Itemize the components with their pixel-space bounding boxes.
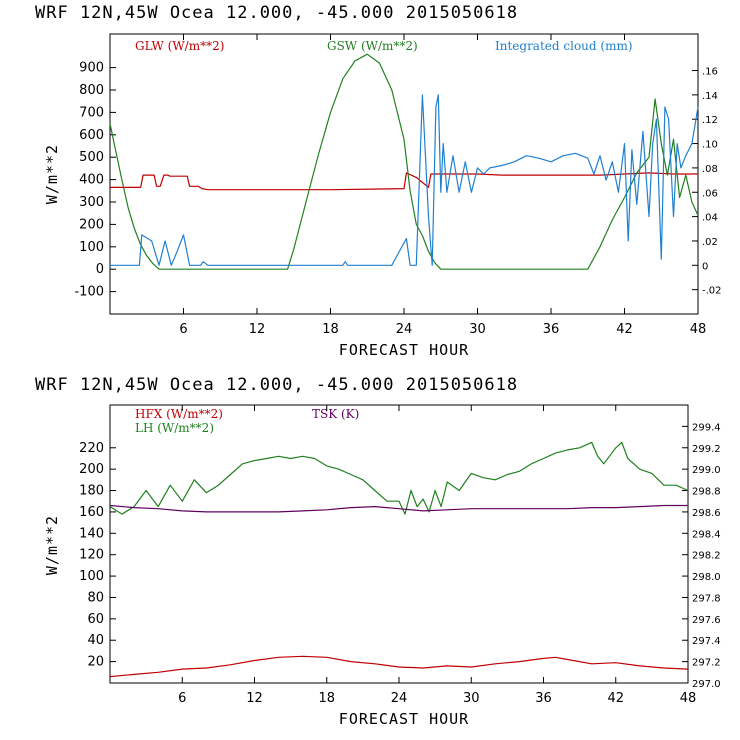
y-tick-label: 180 bbox=[79, 484, 104, 499]
y-tick-label: 120 bbox=[79, 548, 104, 563]
x-tick-label: 18 bbox=[322, 322, 339, 337]
y2-tick-label: 298.0 bbox=[692, 572, 721, 583]
panel-1: WRF 12N,45W Ocea 12.000, -45.000 2015050… bbox=[35, 3, 722, 359]
y2-tick-label: 299.2 bbox=[692, 444, 721, 455]
panel-2-legend-lh: LH (W/m**2) bbox=[135, 421, 214, 435]
y2-tick-label: 0 bbox=[702, 261, 708, 272]
panel-2-header: WRF 12N,45W Ocea 12.000, -45.000 2015050… bbox=[35, 375, 518, 395]
series-line-integrated bbox=[110, 94, 699, 266]
y-tick-label: 600 bbox=[79, 128, 104, 143]
y-tick-label: 60 bbox=[87, 612, 104, 627]
y2-tick-label: .12 bbox=[702, 115, 718, 126]
panel-2-x-label: FORECAST HOUR bbox=[339, 710, 469, 728]
y-tick-label: 900 bbox=[79, 61, 104, 76]
y2-tick-label: -.02 bbox=[702, 286, 722, 297]
y2-tick-label: 298.4 bbox=[692, 529, 721, 540]
x-tick-label: 42 bbox=[616, 322, 633, 337]
y-tick-label: 40 bbox=[87, 633, 104, 648]
panel-1-y-label: W/m**2 bbox=[43, 144, 61, 204]
y2-tick-label: .10 bbox=[702, 140, 718, 151]
y2-tick-label: 297.2 bbox=[692, 658, 721, 669]
x-tick-label: 48 bbox=[680, 691, 697, 706]
series-line-lh bbox=[109, 441, 689, 515]
y-tick-label: 200 bbox=[79, 217, 104, 232]
panel-2-series bbox=[109, 441, 689, 678]
y2-tick-label: .06 bbox=[702, 188, 718, 199]
y-tick-label: 80 bbox=[87, 590, 104, 605]
x-tick-label: 36 bbox=[543, 322, 560, 337]
panel-2-plot-frame bbox=[109, 404, 689, 684]
y-tick-label: -100 bbox=[74, 285, 104, 300]
y-tick-label: 800 bbox=[79, 83, 104, 98]
y2-tick-label: 297.4 bbox=[692, 636, 721, 647]
y2-tick-label: 298.6 bbox=[692, 508, 721, 519]
y2-tick-label: 298.2 bbox=[692, 551, 721, 562]
y2-tick-label: 299.0 bbox=[692, 465, 721, 476]
panel-2-legend-hfx: HFX (W/m**2) bbox=[135, 407, 223, 421]
panel-2-ticks: 6 12 18 24 30 36 42 48 20 40 60 80 100 120 140 160 180 20… bbox=[79, 405, 721, 706]
y-tick-label: 200 bbox=[79, 462, 104, 477]
x-tick-label: 6 bbox=[179, 322, 187, 337]
y2-tick-label: .02 bbox=[702, 237, 718, 248]
x-tick-label: 18 bbox=[318, 691, 335, 706]
y-tick-label: 20 bbox=[87, 655, 104, 670]
y2-tick-label: .14 bbox=[702, 91, 718, 102]
y-tick-label: 140 bbox=[79, 526, 104, 541]
y2-tick-label: .16 bbox=[702, 67, 718, 78]
y2-tick-label: .04 bbox=[702, 213, 718, 224]
x-tick-label: 12 bbox=[246, 691, 263, 706]
y-tick-label: 100 bbox=[79, 569, 104, 584]
y2-tick-label: 299.4 bbox=[692, 422, 721, 433]
panel-2-legend-tsk: TSK (K) bbox=[312, 407, 359, 421]
panel-1-plot-frame bbox=[109, 33, 699, 315]
x-tick-label: 12 bbox=[249, 322, 266, 337]
series-line-gsw bbox=[109, 53, 699, 270]
panel-2-y-label: W/m**2 bbox=[43, 515, 61, 575]
x-tick-label: 30 bbox=[469, 322, 486, 337]
y2-tick-label: .08 bbox=[702, 164, 718, 175]
panel-1-legend-glw: GLW (W/m**2) bbox=[135, 39, 224, 53]
y2-tick-label: 298.8 bbox=[692, 487, 721, 498]
x-tick-label: 48 bbox=[690, 322, 707, 337]
panel-1-header: WRF 12N,45W Ocea 12.000, -45.000 2015050… bbox=[35, 3, 518, 23]
y2-tick-label: 297.0 bbox=[692, 679, 721, 690]
x-tick-label: 42 bbox=[607, 691, 624, 706]
panel-1-legend-cloud: Integrated cloud (mm) bbox=[495, 39, 633, 53]
y-tick-label: 0 bbox=[96, 262, 104, 277]
panel-1-series bbox=[109, 53, 699, 270]
series-line-glw bbox=[110, 172, 698, 191]
x-tick-label: 36 bbox=[535, 691, 552, 706]
y-tick-label: 220 bbox=[79, 441, 104, 456]
panel-1-ticks: 6 12 18 24 30 36 42 48 -100 0 100 200 300 400 500 600 70… bbox=[74, 34, 722, 337]
series-line-hfx bbox=[109, 655, 689, 678]
x-tick-label: 30 bbox=[463, 691, 480, 706]
x-tick-label: 6 bbox=[178, 691, 186, 706]
panel-1-x-label: FORECAST HOUR bbox=[339, 341, 469, 359]
y-tick-label: 500 bbox=[79, 150, 104, 165]
y-tick-label: 700 bbox=[79, 105, 104, 120]
panel-1-legend-gsw: GSW (W/m**2) bbox=[327, 39, 418, 53]
y-tick-label: 300 bbox=[79, 195, 104, 210]
y-tick-label: 400 bbox=[79, 173, 104, 188]
panel-2: WRF 12N,45W Ocea 12.000, -45.000 2015050… bbox=[35, 375, 721, 728]
y-tick-label: 100 bbox=[79, 240, 104, 255]
y2-tick-label: 297.6 bbox=[692, 615, 721, 626]
series-line-tsk bbox=[109, 504, 688, 513]
x-tick-label: 24 bbox=[391, 691, 408, 706]
y2-tick-label: 297.8 bbox=[692, 593, 721, 604]
y-tick-label: 160 bbox=[79, 505, 104, 520]
x-tick-label: 24 bbox=[396, 322, 413, 337]
